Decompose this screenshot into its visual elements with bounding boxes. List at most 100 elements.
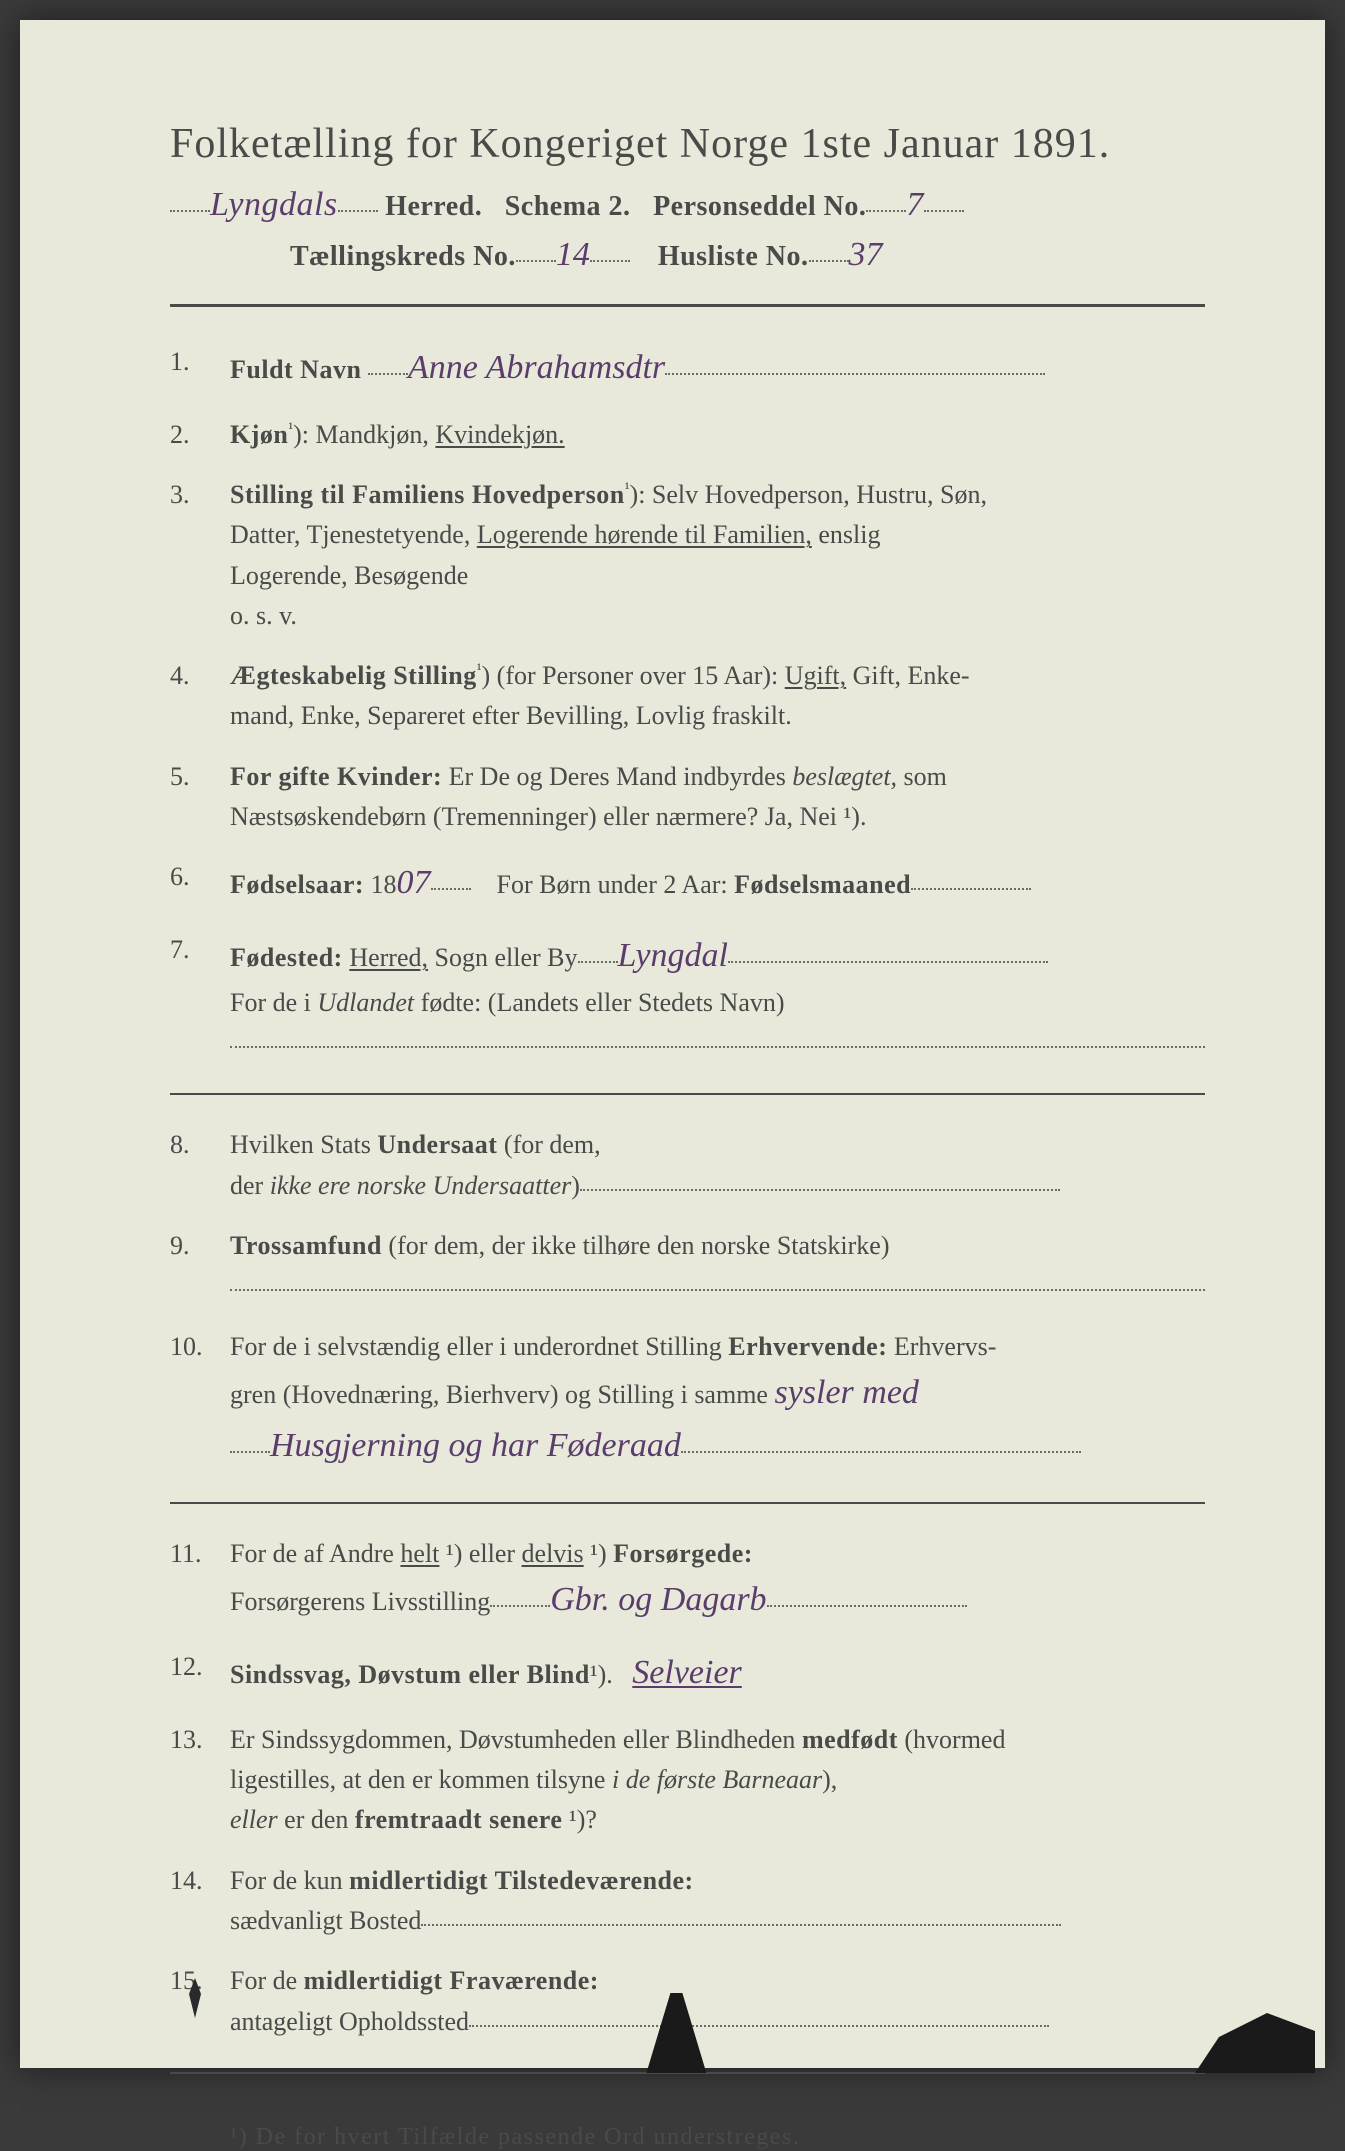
text: (for dem, <box>497 1130 600 1159</box>
year-prefix: 18 <box>364 870 397 899</box>
text: For de i selvstændig eller i underordnet… <box>230 1332 728 1361</box>
herred-label: Herred. <box>385 191 482 222</box>
text: gren (Hovednæring, Bierhverv) og Stillin… <box>230 1380 768 1409</box>
item-12: 12. Sindssvag, Døvstum eller Blind¹). Se… <box>170 1647 1205 1700</box>
item-5: 5. For gifte Kvinder: Er De og Deres Man… <box>170 757 1205 838</box>
item-content: Er Sindssygdommen, Døvstumheden eller Bl… <box>230 1720 1205 1841</box>
divider-mid <box>170 1093 1205 1095</box>
italic-text: beslægtet, <box>792 762 897 791</box>
item-content: Fødested: Herred, Sogn eller ByLyngdal F… <box>230 930 1205 1063</box>
field-label: midlertidigt Tilstedeværende: <box>349 1866 694 1895</box>
text: Erhvervs- <box>887 1332 996 1361</box>
item-content: For de i selvstændig eller i underordnet… <box>230 1327 1205 1473</box>
header-line-2: Tællingskreds No.14 Husliste No.37 <box>170 236 1205 274</box>
form-content: Folketælling for Kongeriget Norge 1ste J… <box>170 120 1205 2151</box>
item-num: 13. <box>170 1720 230 1841</box>
item-content: Hvilken Stats Undersaat (for dem, der ik… <box>230 1125 1205 1206</box>
field-label: Undersaat <box>377 1130 497 1159</box>
text: For de kun <box>230 1866 349 1895</box>
herred-value: Lyngdals <box>210 186 338 224</box>
item-2: 2. Kjøn¹): Mandkjøn, Kvindekjøn. <box>170 415 1205 455</box>
item-num: 9. <box>170 1226 230 1307</box>
personseddel-no: 7 <box>906 186 924 224</box>
u: helt <box>400 1539 439 1568</box>
item-num: 14. <box>170 1861 230 1942</box>
provider-value: Gbr. og Dagarb <box>550 1574 766 1627</box>
item-num: 7. <box>170 930 230 1063</box>
item-9: 9. Trossamfund (for dem, der ikke tilhør… <box>170 1226 1205 1307</box>
text: (hvormed <box>898 1725 1006 1754</box>
text: (for dem, der ikke tilhøre den norske St… <box>382 1231 890 1260</box>
text: Næstsøskendebørn (Tremenninger) eller næ… <box>230 802 866 831</box>
selected-value: Ugift, <box>785 661 846 690</box>
item-14: 14. For de kun midlertidigt Tilstedevære… <box>170 1861 1205 1942</box>
divider-top <box>170 304 1205 307</box>
field-label: Fuldt Navn <box>230 355 361 384</box>
text: Gift, Enke- <box>846 661 969 690</box>
item-num: 3. <box>170 475 230 636</box>
item12-value: Selveier <box>632 1647 742 1700</box>
personseddel-label: Personseddel No. <box>653 191 866 222</box>
item-num: 5. <box>170 757 230 838</box>
item-content: Stilling til Familiens Hovedperson¹): Se… <box>230 475 1205 636</box>
paper-tear-right <box>1195 2013 1315 2073</box>
schema-label: Schema 2. <box>505 191 631 222</box>
footnote: ¹) De for hvert Tilfælde passende Ord un… <box>170 2124 1205 2151</box>
text: enslig <box>812 520 881 549</box>
text: For Børn under 2 Aar: <box>497 870 735 899</box>
text: Logerende, Besøgende <box>230 561 468 590</box>
text: fødte: (Landets eller Stedets Navn) <box>414 988 784 1017</box>
field-label: midlertidigt Fraværende: <box>304 1966 599 1995</box>
husliste-label: Husliste No. <box>658 241 809 272</box>
field-label: Fødested: <box>230 943 343 972</box>
text: ): Selv Hovedperson, Hustru, Søn, <box>630 480 987 509</box>
item-num: 6. <box>170 857 230 910</box>
italic-text: i de første Barneaar <box>612 1765 822 1794</box>
text: Hvilken Stats <box>230 1130 377 1159</box>
text: Forsørgerens Livsstilling <box>230 1587 490 1616</box>
occupation-value-1: sysler med <box>774 1367 918 1420</box>
field-label: Kjøn <box>230 420 288 449</box>
year-value: 07 <box>397 857 431 910</box>
selected-value: Herred, <box>349 943 428 972</box>
item-num: 12. <box>170 1647 230 1700</box>
text: sædvanligt Bosted <box>230 1906 421 1935</box>
item-num: 15. <box>170 1961 230 2042</box>
field-label: Forsørgede: <box>613 1539 753 1568</box>
text: Er Sindssygdommen, Døvstumheden eller Bl… <box>230 1725 802 1754</box>
text: Er De og Deres Mand indbyrdes <box>442 762 792 791</box>
text: som <box>897 762 947 791</box>
field-label: Sindssvag, Døvstum eller Blind <box>230 1660 590 1689</box>
item-13: 13. Er Sindssygdommen, Døvstumheden elle… <box>170 1720 1205 1841</box>
kreds-label: Tællingskreds No. <box>290 241 516 272</box>
field-label: Stilling til Familiens Hovedperson <box>230 480 625 509</box>
item-num: 4. <box>170 656 230 737</box>
italic-text: Udlandet <box>317 988 414 1017</box>
item-content: Fødselsaar: 1807 For Børn under 2 Aar: F… <box>230 857 1205 910</box>
kreds-no: 14 <box>556 236 590 274</box>
field-label: Trossamfund <box>230 1231 382 1260</box>
text: ) <box>571 1171 580 1200</box>
text: ) (for Personer over 15 Aar): <box>482 661 785 690</box>
text: Sogn eller By <box>428 943 578 972</box>
item-10: 10. For de i selvstændig eller i underor… <box>170 1327 1205 1473</box>
item-content: For de kun midlertidigt Tilstedeværende:… <box>230 1861 1205 1942</box>
item-num: 1. <box>170 342 230 395</box>
item-content: Trossamfund (for dem, der ikke tilhøre d… <box>230 1226 1205 1307</box>
u: delvis <box>522 1539 584 1568</box>
text: antageligt Opholdssted <box>230 2007 469 2036</box>
selected-value: Kvindekjøn. <box>435 420 564 449</box>
text: Datter, Tjenestetyende, <box>230 520 477 549</box>
field-label: Ægteskabelig Stilling <box>230 661 477 690</box>
item-content: Fuldt Navn Anne Abrahamsdtr <box>230 342 1205 395</box>
item-content: For gifte Kvinder: Er De og Deres Mand i… <box>230 757 1205 838</box>
item-4: 4. Ægteskabelig Stilling¹) (for Personer… <box>170 656 1205 737</box>
field-label-2: Fødselsmaaned <box>734 870 911 899</box>
text: er den <box>278 1805 355 1834</box>
item-num: 2. <box>170 415 230 455</box>
item-num: 8. <box>170 1125 230 1206</box>
item-8: 8. Hvilken Stats Undersaat (for dem, der… <box>170 1125 1205 1206</box>
item-content: For de af Andre helt ¹) eller delvis ¹) … <box>230 1534 1205 1627</box>
text: For de af Andre <box>230 1539 400 1568</box>
text: For de i <box>230 988 317 1017</box>
